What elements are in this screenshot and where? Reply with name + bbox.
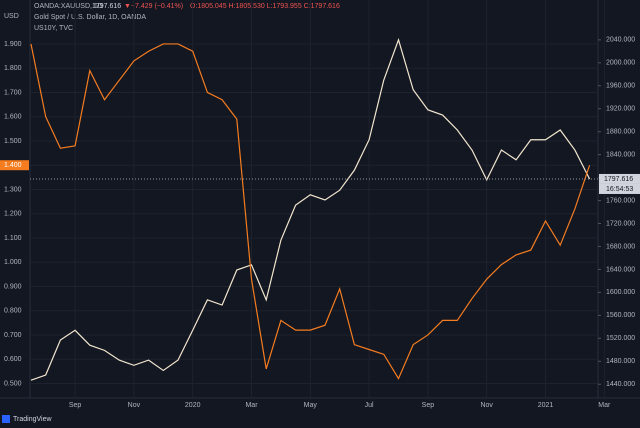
legend-entry: US10Y, TVC (34, 25, 73, 32)
y-tick-label: 0.900 (4, 283, 22, 290)
y2-tick-label: 1760.000 (606, 197, 635, 204)
price: 1797.616 (92, 3, 121, 10)
y-tick-label: 1.500 (4, 138, 22, 145)
x-tick-label: Sep (69, 402, 82, 409)
series-line (30, 37, 591, 381)
x-tick-label: Mar (245, 402, 258, 409)
y2-tick-label: 1720.000 (606, 220, 635, 227)
ohlc: O:1805.045 H:1805.530 L:1793.955 C:1797.… (190, 3, 340, 10)
y-tick-label: 1.700 (4, 89, 22, 96)
us10y-label: 1.400 (4, 162, 22, 169)
price-label: 1797.616 (604, 176, 633, 183)
y2-tick-label: 2000.000 (606, 60, 635, 67)
x-tick-label: Jul (365, 402, 374, 409)
y2-tick-label: 1440.000 (606, 381, 635, 388)
brand: TradingView (13, 416, 52, 423)
countdown-label: 16:54:53 (606, 186, 633, 193)
y-tick-label: 1.300 (4, 186, 22, 193)
y-tick-label: 1.600 (4, 114, 22, 121)
x-tick-label: Mar (598, 402, 611, 409)
y-tick-label: 0.700 (4, 332, 22, 339)
x-tick-label: Nov (480, 402, 493, 409)
y2-tick-label: 1920.000 (606, 106, 635, 113)
y-tick-label: 0.600 (4, 356, 22, 363)
us10y-box (0, 160, 29, 171)
y-tick-label: 0.500 (4, 380, 22, 387)
x-tick-label: May (304, 402, 318, 409)
symbol: OANDA:XAUUSD, 1D (34, 3, 103, 10)
y2-tick-label: 1640.000 (606, 266, 635, 273)
price-box (599, 173, 640, 184)
y-tick-label: 1.100 (4, 235, 22, 242)
change: ▼−7.429 (−0.41%) (124, 3, 183, 10)
y2-tick-label: 1480.000 (606, 358, 635, 365)
y2-tick-label: 1520.000 (606, 335, 635, 342)
y2-tick-label: 1560.000 (606, 312, 635, 319)
x-tick-label: 2020 (185, 402, 201, 409)
currency: USD (4, 13, 19, 20)
legend-entry: Gold Spot / U.S. Dollar, 1D, OANDA (34, 14, 146, 21)
y2-tick-label: 1840.000 (606, 151, 635, 158)
y-tick-label: 1.900 (4, 41, 22, 48)
y2-tick-label: 1680.000 (606, 243, 635, 250)
y2-tick-label: 1880.000 (606, 129, 635, 136)
y-tick-label: 1.200 (4, 211, 22, 218)
x-tick-label: Nov (128, 402, 141, 409)
x-tick-label: 2021 (538, 402, 554, 409)
y2-tick-label: 1600.000 (606, 289, 635, 296)
x-tick-label: Sep (422, 402, 435, 409)
series-line (30, 43, 591, 380)
logo (2, 415, 10, 423)
y2-tick-label: 2040.000 (606, 37, 635, 44)
countdown-box (599, 183, 640, 194)
y-tick-label: 1.000 (4, 259, 22, 266)
y-tick-label: 1.800 (4, 65, 22, 72)
y-tick-label: 0.800 (4, 308, 22, 315)
y2-tick-label: 1960.000 (606, 83, 635, 90)
